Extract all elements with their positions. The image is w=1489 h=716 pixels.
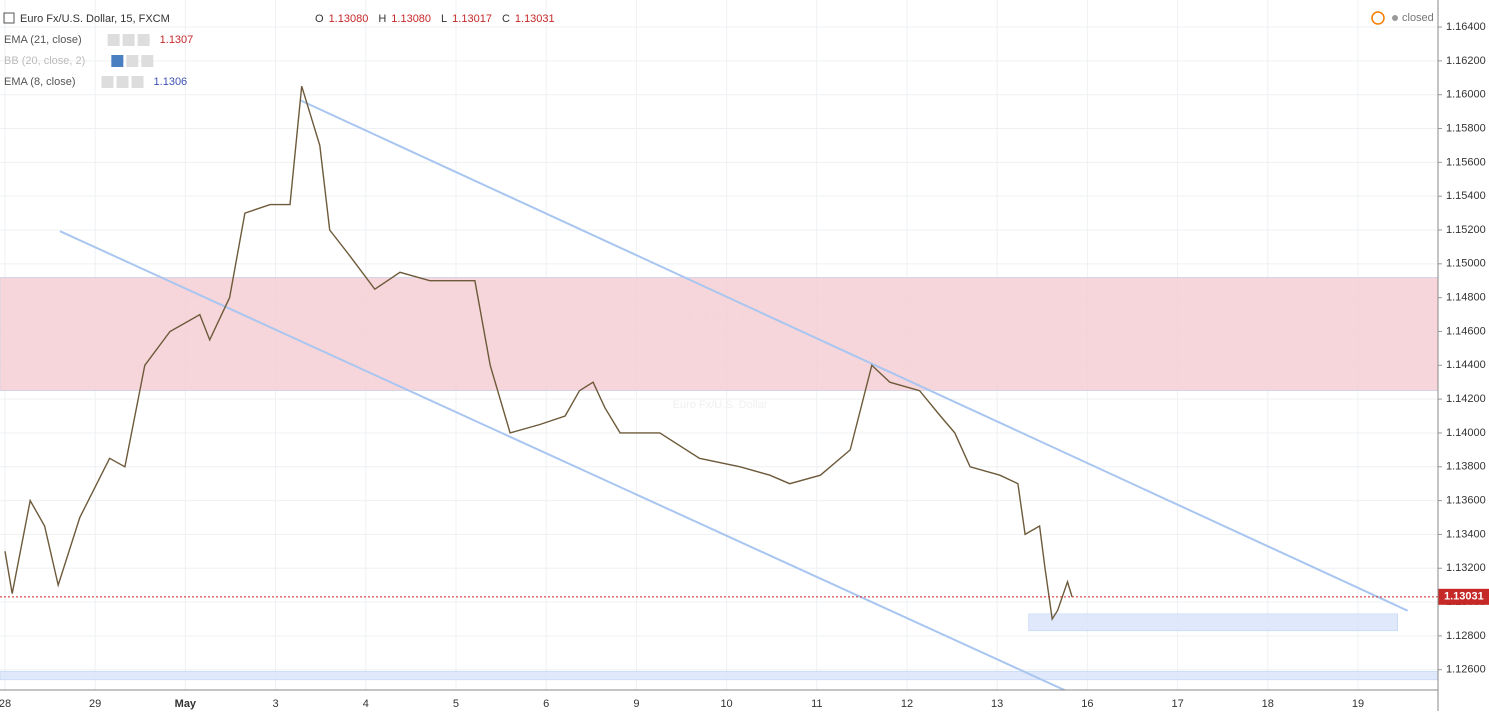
ohlc-key: O: [315, 13, 324, 25]
trendline: [59, 230, 1067, 690]
indicator-icon: [131, 76, 144, 88]
y-tick-label: 1.12600: [1446, 664, 1486, 676]
chart-title: Euro Fx/U.S. Dollar, 15, FXCM: [20, 13, 170, 25]
y-tick-label: 1.15000: [1446, 258, 1486, 270]
indicator-name: EMA (21, close): [4, 34, 82, 46]
collapse-box: [3, 12, 15, 24]
y-tick-label: 1.14000: [1446, 427, 1486, 439]
plot: EURUSD, 15Euro Fx/U.S. Dollar: [0, 0, 1438, 690]
indicator-icon: [107, 34, 120, 46]
zone: [0, 277, 1438, 391]
y-tick-label: 1.15400: [1446, 190, 1486, 202]
x-tick-label: 17: [1171, 698, 1183, 710]
status: closed: [1402, 12, 1434, 24]
x-tick-label: 9: [633, 698, 639, 710]
trendline: [299, 99, 1409, 612]
x-tick-label: May: [175, 698, 197, 710]
indicator-icon: [137, 34, 150, 46]
y-tick-label: 1.14200: [1446, 393, 1486, 405]
y-tick-label: 1.13800: [1446, 461, 1486, 473]
watermark: Euro Fx/U.S. Dollar: [673, 399, 768, 411]
y-tick-label: 1.14600: [1446, 325, 1486, 337]
ohlc-value: 1.13031: [515, 13, 555, 25]
x-tick-label: 6: [543, 698, 549, 710]
y-tick-label: 1.15800: [1446, 122, 1486, 134]
y-tick-label: 1.13600: [1446, 494, 1486, 506]
ohlc-key: C: [502, 13, 510, 25]
indicator-name: EMA (8, close): [4, 76, 76, 88]
last-price-tag: [1438, 588, 1489, 605]
x-tick-label: 28: [0, 698, 11, 710]
indicator-value: 1.1307: [160, 34, 194, 46]
y-tick-label: 1.13400: [1446, 528, 1486, 540]
indicator-icon: [141, 55, 154, 67]
y-tick-label: 1.15600: [1446, 156, 1486, 168]
ohlc-key: H: [378, 13, 386, 25]
zone: [1028, 613, 1398, 632]
y-tick-label: 1.15200: [1446, 224, 1486, 236]
ohlc-value: 1.13080: [391, 13, 431, 25]
y-tick-label: 1.16000: [1446, 89, 1486, 101]
last-price-label: 1.13031: [1444, 591, 1484, 603]
ohlc-value: 1.13080: [329, 13, 369, 25]
ohlc-key: L: [441, 13, 447, 25]
y-tick-label: 1.16200: [1446, 55, 1486, 67]
x-tick-label: 29: [89, 698, 101, 710]
x-tick-label: 18: [1262, 698, 1274, 710]
x-tick-label: 19: [1352, 698, 1364, 710]
x-tick-label: 5: [453, 698, 459, 710]
indicator-name: BB (20, close, 2): [4, 55, 85, 67]
y-tick-label: 1.14400: [1446, 359, 1486, 371]
indicator-icon: [101, 76, 114, 88]
x-tick-label: 11: [811, 698, 822, 710]
x-tick-label: 4: [363, 698, 369, 710]
y-tick-label: 1.14800: [1446, 292, 1486, 304]
status-icon: [1371, 11, 1385, 25]
x-tick-label: 13: [991, 698, 1003, 710]
y-tick-label: 1.13200: [1446, 562, 1486, 574]
y-tick-label: 1.12800: [1446, 630, 1486, 642]
x-tick-label: 3: [273, 698, 279, 710]
indicator-icon: [116, 76, 129, 88]
status-dot: [1392, 15, 1398, 21]
zone: [0, 671, 1438, 681]
y-tick-label: 1.16400: [1446, 21, 1486, 33]
indicator-icon: [126, 55, 139, 67]
ohlc-value: 1.13017: [452, 13, 492, 25]
x-tick-label: 10: [720, 698, 732, 710]
price-line: [4, 85, 1073, 621]
x-tick-label: 12: [901, 698, 913, 710]
indicator-icon: [122, 34, 135, 46]
indicator-icon: [111, 55, 124, 67]
indicator-value: 1.1306: [154, 76, 188, 88]
x-tick-label: 16: [1081, 698, 1093, 710]
